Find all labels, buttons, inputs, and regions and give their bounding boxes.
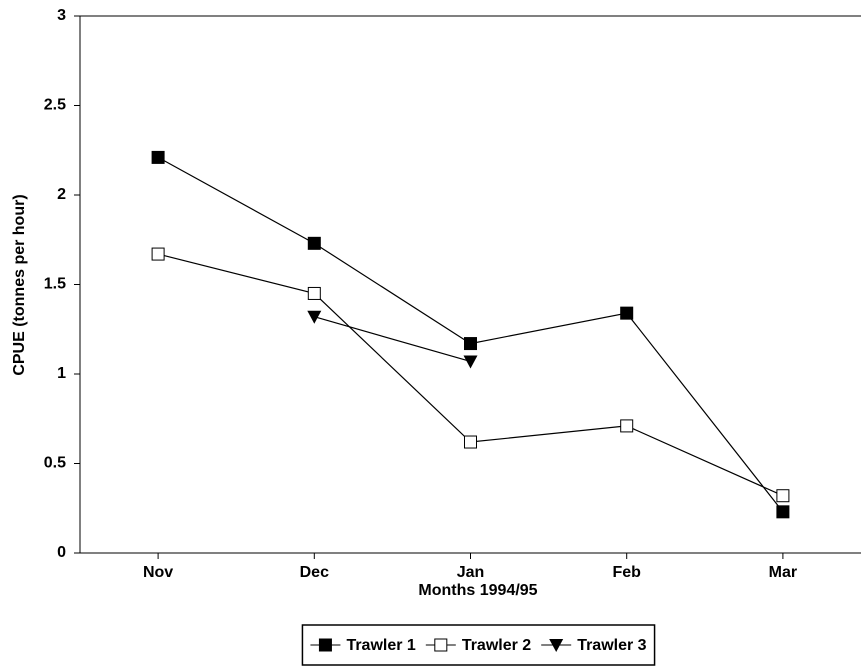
marker — [464, 337, 477, 351]
x-axis-title: Months 1994/95 — [418, 582, 537, 599]
legend-label: Trawler 2 — [462, 637, 531, 654]
x-tick-label: Mar — [769, 564, 797, 581]
marker — [318, 638, 332, 652]
legend-item: Trawler 1 — [310, 637, 416, 654]
legend-box — [301, 624, 656, 666]
x-tick-label: Nov — [143, 564, 173, 581]
marker — [464, 435, 477, 449]
y-tick-label: 2.5 — [44, 97, 66, 114]
marker — [434, 638, 448, 652]
series-line — [157, 156, 784, 513]
marker — [620, 306, 634, 320]
legend: Trawler 1 Trawler 2 Trawler 3 — [301, 624, 656, 666]
y-tick-label: 1 — [57, 365, 66, 382]
legend-label: Trawler 1 — [346, 637, 415, 654]
marker — [549, 639, 564, 652]
series-line — [157, 253, 784, 497]
y-tick-label: 3 — [57, 7, 66, 24]
marker — [307, 286, 321, 300]
legend-item: Trawler 2 — [425, 637, 531, 654]
series — [151, 150, 790, 519]
series — [307, 310, 478, 369]
marker — [463, 355, 478, 369]
x-tick-label: Dec — [300, 564, 329, 581]
x-tick-label: Feb — [612, 564, 641, 581]
marker — [307, 310, 322, 324]
y-tick-label: 1.5 — [44, 276, 66, 293]
marker — [151, 150, 165, 164]
marker — [776, 505, 790, 519]
y-tick-label: 2 — [57, 186, 66, 203]
y-tick-label: 0 — [57, 544, 66, 561]
y-axis-title: CPUE (tonnes per hour) — [11, 194, 28, 375]
series-line — [314, 316, 471, 363]
marker — [307, 236, 321, 250]
marker — [620, 419, 634, 433]
legend-label: Trawler 3 — [577, 637, 646, 654]
x-tick-label: Jan — [457, 564, 485, 581]
marker — [776, 489, 790, 503]
y-tick-label: 0.5 — [44, 455, 66, 472]
series — [151, 247, 790, 503]
marker — [151, 247, 165, 261]
legend-item: Trawler 3 — [541, 637, 647, 654]
